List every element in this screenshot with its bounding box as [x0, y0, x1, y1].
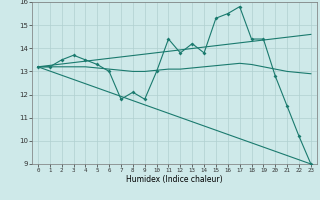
X-axis label: Humidex (Indice chaleur): Humidex (Indice chaleur) [126, 175, 223, 184]
